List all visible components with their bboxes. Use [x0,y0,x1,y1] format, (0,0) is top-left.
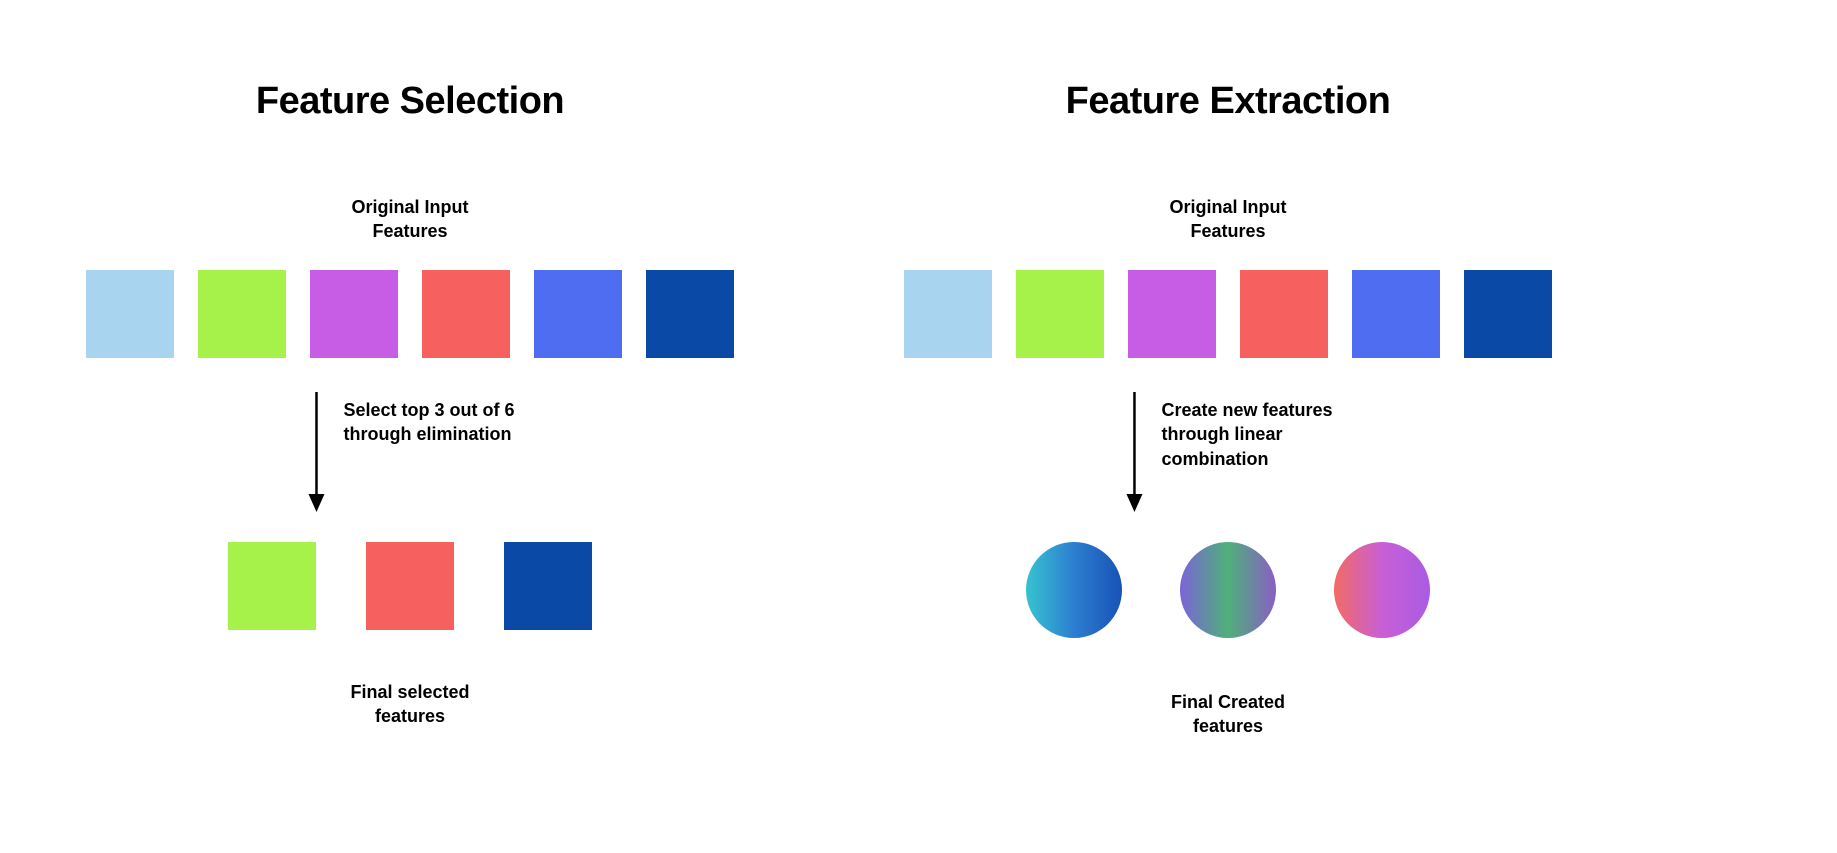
feature-square [1240,270,1328,358]
feature-square [310,270,398,358]
selection-title: Feature Selection [0,80,820,123]
down-arrow-icon [305,392,327,512]
feature-extraction-panel: Feature Extraction Original Input Featur… [818,0,1638,853]
selected-feature-square [504,542,592,630]
selection-input-label: Original Input Features [0,195,820,244]
feature-square [904,270,992,358]
created-feature-circle [1334,542,1430,638]
selection-arrow: Select top 3 out of 6 through eliminatio… [305,392,514,512]
selected-feature-square [228,542,316,630]
label-line: Final selected [350,682,469,702]
selection-input-row [0,270,820,358]
created-feature-circle [1026,542,1122,638]
feature-square [86,270,174,358]
label-line: through linear [1161,424,1282,444]
label-line: Create new features [1161,400,1332,420]
extraction-arrow-label: Create new features through linear combi… [1161,398,1332,471]
selection-result-row [0,542,820,630]
feature-square [534,270,622,358]
label-line: features [1193,716,1263,736]
label-line: combination [1161,449,1268,469]
created-feature-circle [1180,542,1276,638]
extraction-title: Feature Extraction [818,80,1638,123]
feature-square [422,270,510,358]
label-line: Select top 3 out of 6 [343,400,514,420]
extraction-input-row [818,270,1638,358]
feature-square [1016,270,1104,358]
feature-square [1464,270,1552,358]
extraction-input-label: Original Input Features [818,195,1638,244]
feature-square [1128,270,1216,358]
selected-feature-square [366,542,454,630]
feature-square [646,270,734,358]
extraction-output-label: Final Created features [818,690,1638,739]
down-arrow-icon [1123,392,1145,512]
label-line: features [375,706,445,726]
label-line: Features [372,221,447,241]
selection-arrow-label: Select top 3 out of 6 through eliminatio… [343,398,514,447]
label-line: Final Created [1171,692,1285,712]
label-line: Features [1190,221,1265,241]
feature-selection-panel: Feature Selection Original Input Feature… [0,0,820,853]
feature-square [198,270,286,358]
feature-square [1352,270,1440,358]
label-line: through elimination [343,424,511,444]
extraction-arrow: Create new features through linear combi… [1123,392,1332,512]
label-line: Original Input [1170,197,1287,217]
extraction-result-row [818,542,1638,638]
diagram-canvas: Feature Selection Original Input Feature… [0,0,1837,853]
selection-output-label: Final selected features [0,680,820,729]
label-line: Original Input [352,197,469,217]
